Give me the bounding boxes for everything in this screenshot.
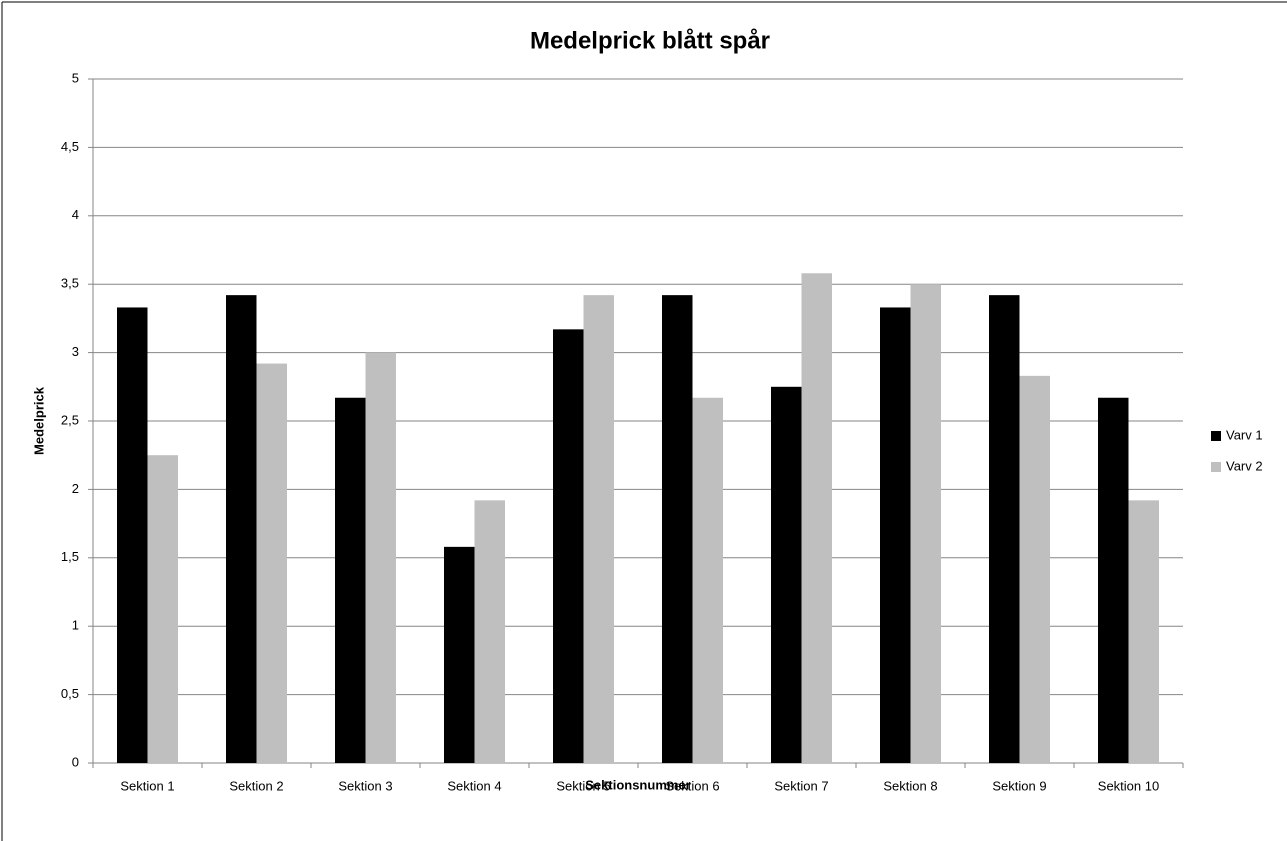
x-tick-label: Sektion 5	[556, 778, 610, 793]
bar	[880, 307, 911, 763]
y-tick-label: 3	[72, 344, 79, 359]
bar	[1098, 397, 1129, 763]
legend-label: Varv 2	[1226, 458, 1263, 473]
bar	[147, 455, 178, 763]
x-axis-title: Sektionsnummer	[585, 777, 690, 792]
bar	[365, 352, 396, 763]
bar	[474, 500, 505, 763]
legend-swatch	[1211, 431, 1221, 441]
bar	[692, 397, 723, 763]
bar	[989, 295, 1020, 763]
bar	[662, 295, 693, 763]
y-tick-label: 3,5	[61, 276, 79, 291]
bar	[771, 386, 802, 763]
bar	[1128, 500, 1159, 763]
y-tick-label: 2	[72, 481, 79, 496]
y-tick-label: 0,5	[61, 686, 79, 701]
chart-title: Medelprick blått spår	[530, 27, 770, 54]
y-tick-label: 5	[72, 70, 79, 85]
x-tick-label: Sektion 6	[665, 778, 719, 793]
y-tick-label: 1	[72, 618, 79, 633]
y-tick-label: 1,5	[61, 549, 79, 564]
x-tick-label: Sektion 10	[1098, 778, 1159, 793]
y-tick-label: 4	[72, 207, 79, 222]
bar	[583, 295, 614, 763]
x-tick-label: Sektion 4	[447, 778, 501, 793]
x-tick-label: Sektion 2	[229, 778, 283, 793]
y-axis-title: Medelprick	[31, 386, 46, 455]
bar	[1019, 375, 1050, 763]
legend-label: Varv 1	[1226, 427, 1263, 442]
bar	[553, 329, 584, 763]
bar	[256, 363, 287, 763]
bar	[801, 273, 832, 763]
bar	[910, 284, 941, 763]
x-tick-label: Sektion 1	[120, 778, 174, 793]
bar	[335, 397, 366, 763]
y-tick-label: 0	[72, 754, 79, 769]
x-tick-label: Sektion 7	[774, 778, 828, 793]
bar	[226, 295, 257, 763]
y-tick-label: 4,5	[61, 139, 79, 154]
bar	[444, 546, 475, 763]
y-tick-label: 2,5	[61, 412, 79, 427]
legend-swatch	[1211, 462, 1221, 472]
bar	[117, 307, 148, 763]
x-tick-label: Sektion 9	[992, 778, 1046, 793]
x-tick-label: Sektion 3	[338, 778, 392, 793]
x-tick-label: Sektion 8	[883, 778, 937, 793]
